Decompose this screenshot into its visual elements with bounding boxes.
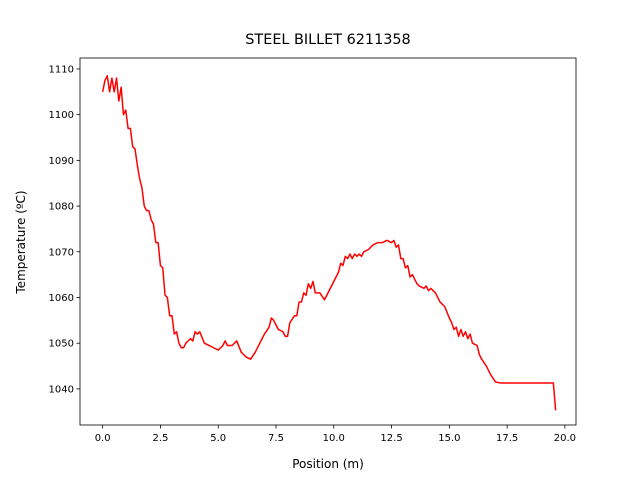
y-tick-label: 1070 (49, 247, 74, 258)
x-tick-label: 17.5 (496, 433, 518, 444)
x-tick-label: 12.5 (380, 433, 402, 444)
y-tick-label: 1100 (49, 110, 74, 121)
y-axis-label: Temperature (ºC) (14, 190, 28, 294)
plot-area (101, 75, 557, 411)
plot-frame (79, 57, 577, 426)
y-tick-label: 1040 (49, 384, 74, 395)
x-tick-label: 0.0 (95, 433, 111, 444)
data-line (101, 75, 557, 411)
x-tick-label: 15.0 (438, 433, 460, 444)
x-tick-label: 10.0 (323, 433, 345, 444)
x-tick-label: 7.5 (268, 433, 284, 444)
y-tick-label: 1090 (49, 156, 74, 167)
x-axis-label: Position (m) (292, 457, 364, 471)
y-tick-label: 1080 (49, 202, 74, 213)
x-tick-label: 2.5 (152, 433, 168, 444)
y-tick-label: 1060 (49, 293, 74, 304)
y-tick-label: 1050 (49, 339, 74, 350)
x-tick-label: 20.0 (554, 433, 576, 444)
chart-title: STEEL BILLET 6211358 (245, 32, 410, 48)
y-tick-label: 1110 (49, 64, 74, 75)
x-tick-label: 5.0 (210, 433, 226, 444)
